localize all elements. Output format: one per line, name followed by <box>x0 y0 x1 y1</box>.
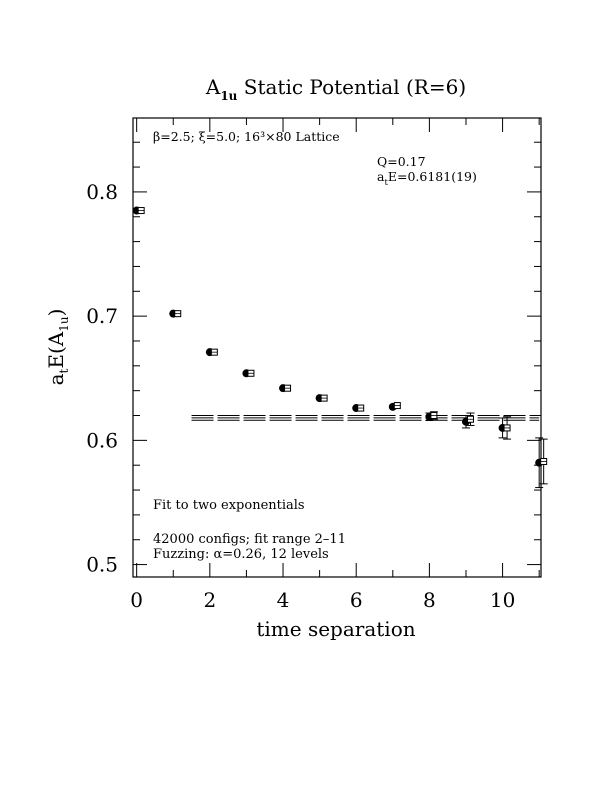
fit-band <box>191 415 540 421</box>
x-tick-label: 0 <box>130 588 143 612</box>
x-tick-label: 6 <box>350 588 363 612</box>
y-tick-label: 0.7 <box>86 304 118 328</box>
x-tick-label: 10 <box>490 588 515 612</box>
axis-tick-labels: 0 2 4 6 8 10 0.5 0.6 0.7 0.8 <box>86 180 515 612</box>
y-tick-label: 0.8 <box>86 180 118 204</box>
chart-title: A1u Static Potential (R=6) <box>205 75 466 103</box>
annotation-lattice: β=2.5; ξ=5.0; 16³×80 Lattice <box>153 129 340 144</box>
y-tick-label: 0.6 <box>86 428 118 452</box>
y-tick-label: 0.5 <box>86 553 118 577</box>
plot-frame <box>132 117 542 578</box>
x-tick-label: 2 <box>203 588 216 612</box>
annotation-fit-description: Fit to two exponentials <box>153 498 305 513</box>
annotation-energy: atE=0.6181(19) <box>377 169 477 188</box>
annotation-configs: 42000 configs; fit range 2–11 <box>153 532 346 547</box>
data-points <box>132 206 548 489</box>
annotation-fuzzing: Fuzzing: α=0.26, 12 levels <box>153 547 329 562</box>
x-tick-label: 8 <box>423 588 436 612</box>
annotation-q-value: Q=0.17 <box>377 154 426 169</box>
x-tick-label: 4 <box>277 588 290 612</box>
x-axis-label: time separation <box>256 617 415 641</box>
y-axis-label: atE(A1u) <box>44 309 71 386</box>
